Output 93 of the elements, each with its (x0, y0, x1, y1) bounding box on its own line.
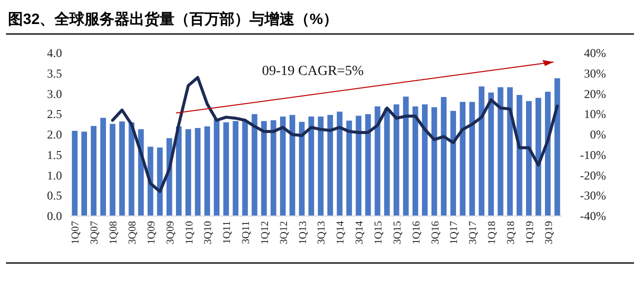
bar (374, 106, 380, 216)
bar (128, 122, 134, 216)
bar (498, 87, 504, 216)
bar (204, 126, 210, 216)
y-tick-label: 0.5 (47, 188, 62, 203)
y2-tick-label: 10% (584, 107, 606, 122)
x-tick-label: 3Q07 (90, 221, 101, 244)
bar (223, 122, 229, 216)
x-tick-label: 1Q14 (336, 220, 347, 244)
bar (110, 124, 116, 216)
x-tick-label: 3Q16 (430, 221, 442, 244)
y-tick-label: 3.0 (47, 86, 62, 101)
y2-tick-label: 20% (584, 86, 606, 101)
x-tick-label: 1Q19 (524, 221, 536, 244)
y2-tick-label: 30% (584, 66, 606, 80)
y-tick-label: 2.5 (47, 107, 62, 122)
x-tick-label: 3Q11 (241, 221, 252, 244)
y2-tick-label: 40% (584, 46, 606, 60)
y-tick-label: 1.0 (47, 168, 62, 182)
x-tick-label: 1Q10 (184, 221, 196, 244)
annotation: 09-19 CAGR=5% (262, 64, 364, 79)
bar (536, 98, 542, 216)
x-tick-label: 1Q08 (108, 221, 120, 244)
chart-title: 图32、全球服务器出货量（百万部）与增速（%） (8, 10, 338, 28)
bar (270, 120, 276, 216)
bar (488, 92, 494, 216)
bar (242, 120, 248, 216)
y-tick-label: 3.5 (47, 66, 62, 80)
x-tick-label: 3Q18 (506, 221, 517, 244)
bar (298, 122, 305, 216)
bar (327, 114, 334, 216)
bar (412, 106, 418, 216)
bar (356, 116, 362, 216)
y-tick-label: 4.0 (47, 46, 62, 60)
y2-tick-label: -40% (580, 209, 606, 223)
bar (336, 112, 342, 216)
bar (422, 104, 428, 216)
y-tick-label: 2.0 (47, 128, 62, 142)
x-tick-label: 3Q10 (203, 221, 214, 244)
y2-tick-label: -10% (580, 148, 606, 162)
bar (384, 108, 390, 216)
y-tick-label: 1.5 (47, 148, 62, 162)
bar (460, 102, 466, 216)
bar (516, 94, 522, 216)
bar (90, 126, 96, 216)
x-tick-label: 1Q11 (222, 221, 234, 244)
x-tick-label: 3Q19 (544, 221, 555, 244)
x-tick-label: 3Q12 (278, 221, 290, 244)
bar (185, 129, 192, 216)
x-tick-label: 1Q09 (146, 221, 158, 244)
bar (261, 121, 267, 216)
bar (526, 101, 532, 216)
x-tick-label: 3Q09 (165, 221, 176, 244)
bar (507, 87, 513, 216)
y2-tick-label: -30% (580, 188, 606, 203)
bar (394, 104, 400, 216)
bar (308, 116, 314, 216)
bar (119, 121, 125, 216)
x-tick-label: 1Q12 (260, 221, 271, 244)
bar (346, 120, 352, 216)
x-tick-label: 3Q13 (316, 221, 328, 244)
bar (290, 114, 296, 216)
x-tick-label: 1Q16 (411, 221, 422, 244)
bar (554, 78, 560, 216)
bar (365, 114, 371, 216)
y2-tick-label: 0% (590, 128, 606, 142)
bar (232, 121, 238, 216)
bar (280, 116, 286, 216)
bar (252, 114, 258, 216)
x-tick-label: 1Q18 (487, 221, 498, 244)
bar (194, 128, 201, 216)
x-tick-label: 1Q15 (374, 221, 384, 244)
bar (318, 116, 324, 216)
x-tick-label: 3Q15 (392, 221, 404, 244)
bar (469, 102, 475, 216)
bar (100, 118, 106, 216)
bar (81, 132, 88, 216)
y2-tick-label: -20% (580, 168, 606, 182)
bar (431, 107, 438, 216)
x-tick-label: 3Q14 (354, 220, 366, 244)
bar (72, 130, 78, 216)
x-tick-label: 1Q07 (70, 221, 82, 244)
bar (450, 110, 456, 216)
bar (440, 97, 447, 216)
x-tick-label: 1Q17 (449, 221, 460, 244)
x-tick-label: 3Q17 (468, 221, 480, 244)
y-tick-label: 0.0 (47, 209, 62, 223)
x-tick-label: 1Q13 (298, 221, 309, 244)
bar (478, 86, 484, 216)
x-tick-label: 3Q08 (128, 221, 138, 244)
line-series (111, 76, 559, 194)
bar (403, 96, 409, 216)
bar (214, 119, 220, 216)
